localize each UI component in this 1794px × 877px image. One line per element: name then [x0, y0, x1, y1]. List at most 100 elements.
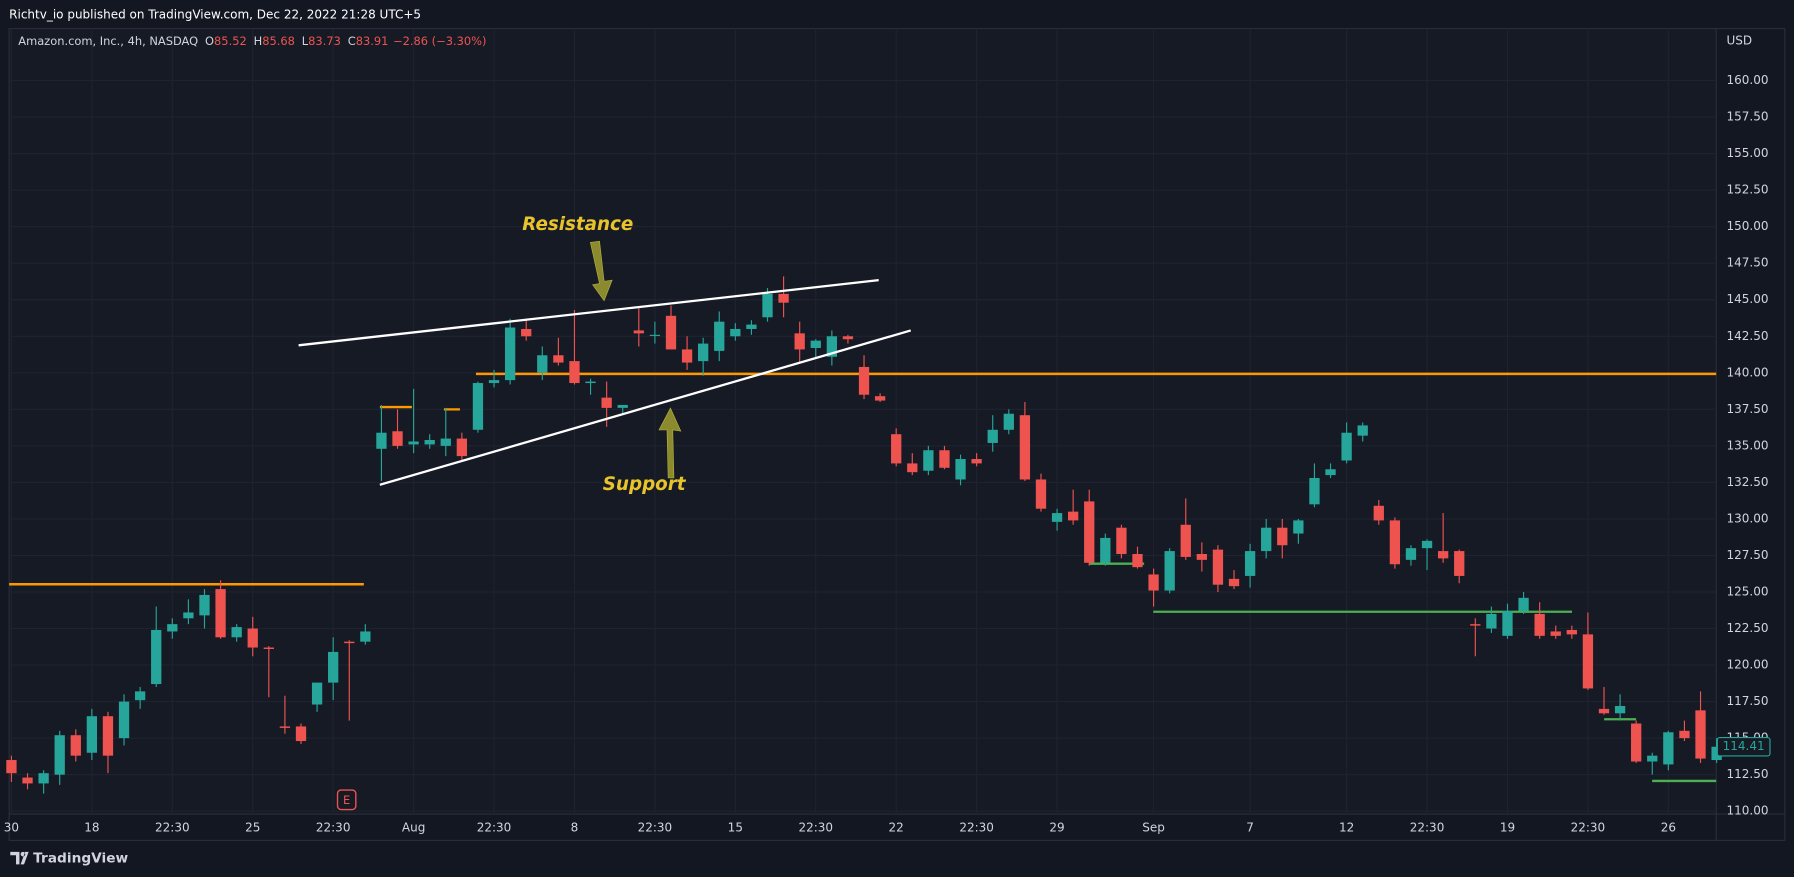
- candle-body: [955, 459, 966, 480]
- last-price-label: 114.41: [1723, 739, 1765, 753]
- candle-body: [891, 434, 902, 464]
- candle-body: [86, 716, 98, 753]
- y-tick-label: 122.50: [1726, 621, 1768, 635]
- candle-body: [1068, 511, 1079, 521]
- candle-body: [472, 383, 484, 430]
- candle-body: [987, 429, 998, 443]
- annotation: Resistance: [522, 214, 633, 235]
- candle-body: [424, 440, 435, 445]
- candle-body: [842, 336, 854, 340]
- candle-body: [1084, 501, 1095, 563]
- candle-body: [778, 293, 789, 303]
- footer-brand: TradingView: [33, 851, 128, 867]
- symbol: Amazon.com, Inc., 4h, NASDAQ: [18, 34, 198, 48]
- y-tick-label: 135.00: [1726, 438, 1768, 452]
- candle-body: [1116, 527, 1127, 555]
- candle-body: [1598, 708, 1610, 714]
- currency: USD: [1726, 34, 1752, 48]
- y-tick-label: 125.00: [1726, 585, 1768, 599]
- candle-body: [1277, 527, 1288, 546]
- candle-body: [1003, 413, 1014, 430]
- candle-body: [1695, 710, 1706, 759]
- y-tick-label: 110.00: [1726, 804, 1768, 818]
- candle-body: [923, 450, 934, 471]
- ohlc-letter: O: [205, 34, 214, 48]
- candle-body: [440, 438, 451, 446]
- overlay: Resistance Support E: [298, 214, 912, 811]
- support-arrow: [658, 407, 682, 479]
- candle-body: [1405, 548, 1417, 560]
- candle-body: [1550, 631, 1561, 636]
- legend: Amazon.com, Inc., 4h, NASDAQ O85.52 H85.68…: [18, 34, 486, 48]
- candle-body: [1180, 524, 1191, 557]
- y-tick-label: 145.00: [1726, 292, 1768, 306]
- resistance-arrow: [589, 240, 613, 302]
- x-tick-label: 29: [1049, 820, 1064, 834]
- candle-body: [215, 589, 226, 638]
- candle-body: [1631, 723, 1642, 762]
- x-tick-label: 22:30: [155, 820, 190, 834]
- candles: [6, 276, 1722, 794]
- x-tick-label: 30: [4, 820, 19, 834]
- candle-body: [263, 647, 274, 649]
- y-tick-label: 140.00: [1726, 365, 1768, 379]
- candle-body: [1534, 613, 1545, 636]
- candle-body: [1357, 425, 1368, 436]
- x-tick-label: 15: [728, 820, 743, 834]
- x-tick-label: Aug: [402, 820, 425, 834]
- publish-info: Richtv_io published on TradingView.com, …: [9, 7, 421, 21]
- y-tick-label: 137.50: [1726, 402, 1768, 416]
- earnings-marker-label: E: [343, 793, 350, 807]
- candle-body: [1132, 554, 1143, 568]
- candle-body: [70, 735, 81, 756]
- candle-body: [537, 355, 548, 373]
- candle-body: [328, 651, 339, 683]
- candle-body: [971, 459, 982, 464]
- ohlc-value: 83.91: [356, 34, 389, 48]
- candle-body: [231, 627, 242, 638]
- candle-body: [456, 438, 468, 457]
- y-tick-label: 120.00: [1726, 658, 1768, 672]
- candle-body: [134, 691, 146, 701]
- candle-body: [1373, 505, 1384, 521]
- candle-body: [22, 777, 33, 784]
- candle-body: [311, 682, 323, 705]
- x-tick-label: 22:30: [1571, 820, 1606, 834]
- candle-body: [585, 381, 596, 384]
- candle-body: [1293, 520, 1304, 534]
- candle-body: [38, 773, 49, 784]
- candle-body: [1164, 551, 1175, 591]
- candle-body: [826, 336, 838, 357]
- x-tick-label: 19: [1500, 820, 1515, 834]
- candle-body: [295, 726, 307, 742]
- y-tick-label: 112.50: [1726, 767, 1768, 781]
- ohlc-letter: C: [348, 34, 356, 48]
- candle-body: [1679, 730, 1690, 739]
- y-tick-label: 127.50: [1726, 548, 1768, 562]
- annotation: Support: [603, 474, 687, 495]
- candle-body: [1100, 537, 1111, 563]
- y-tick-label: 142.50: [1726, 329, 1768, 343]
- ohlc-letter: H: [254, 34, 263, 48]
- candle-body: [617, 404, 628, 408]
- candle-body: [1341, 432, 1352, 461]
- x-tick-label: 22:30: [1410, 820, 1445, 834]
- x-tick-label: Sep: [1142, 820, 1165, 834]
- candle-body: [858, 366, 870, 395]
- x-tick-label: 26: [1661, 820, 1676, 834]
- candle-body: [1421, 540, 1433, 549]
- x-tick-label: 18: [84, 820, 99, 834]
- x-tick-label: 22:30: [959, 820, 994, 834]
- candle-body: [360, 631, 371, 642]
- plot-area: [9, 28, 1717, 815]
- panel-border: [8, 28, 1786, 841]
- candle-body: [54, 735, 65, 775]
- candle-body: [633, 330, 644, 334]
- candle-body: [151, 629, 162, 685]
- candle-body: [1518, 597, 1529, 611]
- x-tick-label: 22:30: [477, 820, 512, 834]
- candle-body: [344, 641, 355, 644]
- earnings-marker: [336, 789, 357, 811]
- candle-body: [553, 355, 564, 363]
